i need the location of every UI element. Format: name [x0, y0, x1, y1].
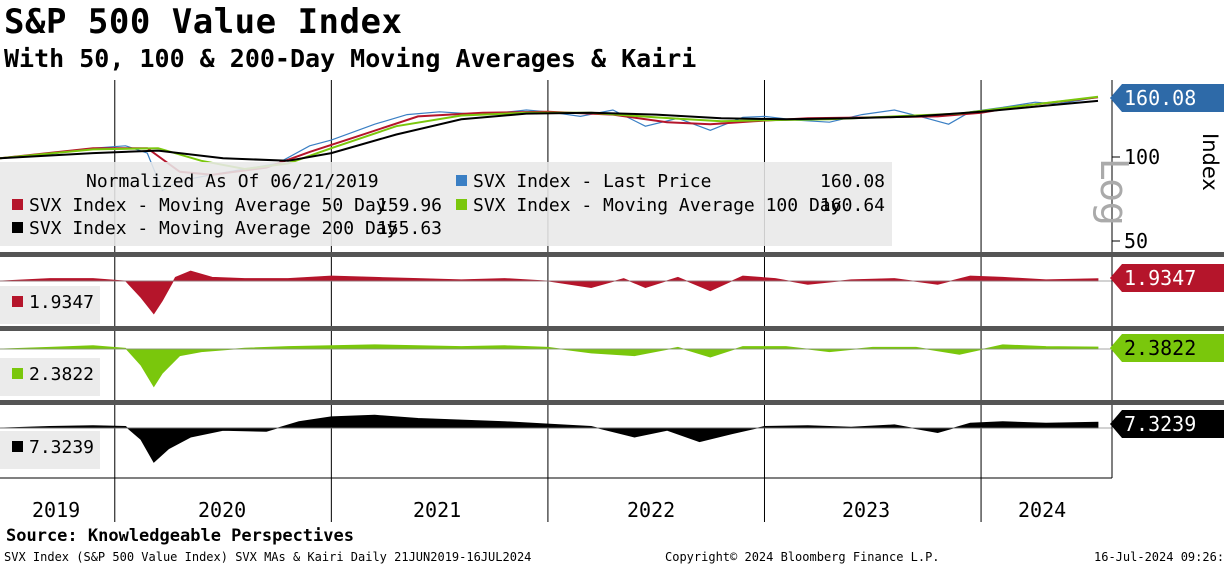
- legend-item-ma100: SVX Index - Moving Average 100 Day: [456, 195, 841, 216]
- kairi-area-k50: [0, 270, 1099, 315]
- kairi100-swatch: [12, 368, 23, 379]
- legend-item-ma200: SVX Index - Moving Average 200 Day: [12, 218, 397, 239]
- panel-separator-2: [0, 326, 1224, 331]
- y-tick-50: 50: [1124, 229, 1149, 253]
- legend-label-ma100: SVX Index - Moving Average 100 Day: [473, 195, 842, 216]
- legend-item-price: SVX Index - Last Price: [456, 171, 711, 192]
- footer-description: SVX Index (S&P 500 Value Index) SVX MAs …: [4, 550, 532, 564]
- legend-box: [0, 162, 892, 246]
- legend-label-ma50: SVX Index - Moving Average 50 Day: [29, 195, 387, 216]
- y-axis-label: Index: [1198, 133, 1222, 191]
- kairi50-legend-value: 1.9347: [29, 292, 95, 313]
- kairi200-swatch: [12, 441, 23, 452]
- year-label-2022: 2022: [627, 498, 676, 522]
- year-label-2020: 2020: [198, 498, 247, 522]
- kairi50-swatch: [12, 296, 23, 307]
- chart-title: S&P 500 Value Index: [4, 2, 403, 42]
- kairi200-legend-value: 7.3239: [29, 437, 95, 458]
- price-value-tag: 160.08: [1110, 84, 1224, 112]
- kairi100-legend: 2.3822: [12, 364, 94, 385]
- kairi200-legend: 7.3239: [12, 437, 94, 458]
- legend-swatch-ma50: [12, 199, 23, 210]
- legend-value-ma100: 160.64: [820, 195, 886, 216]
- footer-copyright: Copyright© 2024 Bloomberg Finance L.P.: [665, 550, 940, 564]
- kairi-area-k100: [0, 344, 1099, 388]
- y-tick-100: 100: [1124, 145, 1161, 169]
- panel-separator-1: [0, 252, 1224, 257]
- log-scale-label: Log: [1092, 158, 1136, 226]
- source-note: Source: Knowledgeable Perspectives: [6, 526, 354, 546]
- normalized-note: Normalized As Of 06/21/2019: [86, 171, 379, 192]
- year-label-2024: 2024: [1018, 498, 1067, 522]
- kairi-panels: [0, 270, 1112, 463]
- gridlines: [114, 80, 982, 522]
- legend-item-ma50: SVX Index - Moving Average 50 Day: [12, 195, 387, 216]
- chart-subtitle: With 50, 100 & 200-Day Moving Averages &…: [4, 44, 697, 73]
- series-line-ma200: [0, 99, 1099, 162]
- panel-separator-3: [0, 400, 1224, 405]
- legend-label-price: SVX Index - Last Price: [473, 171, 712, 192]
- kairi50-value-tag: 1.9347: [1110, 264, 1224, 292]
- year-label-2019: 2019: [32, 498, 81, 522]
- footer-timestamp: 16-Jul-2024 09:26:01: [1094, 550, 1224, 564]
- year-label-2021: 2021: [413, 498, 462, 522]
- legend-value-price: 160.08: [820, 171, 886, 192]
- legend-value-ma50: 159.96: [377, 195, 443, 216]
- kairi100-legend-value: 2.3822: [29, 364, 95, 385]
- legend-swatch-ma100: [456, 199, 467, 210]
- kairi-area-k200: [0, 414, 1099, 463]
- legend-label-ma200: SVX Index - Moving Average 200 Day: [29, 218, 398, 239]
- legend-swatch-ma200: [12, 222, 23, 233]
- kairi50-legend: 1.9347: [12, 292, 94, 313]
- series-line-ma100: [0, 95, 1099, 171]
- kairi100-value-tag: 2.3822: [1110, 334, 1224, 362]
- legend-swatch-price: [456, 175, 467, 186]
- kairi200-value-tag: 7.3239: [1110, 410, 1224, 438]
- year-label-2023: 2023: [842, 498, 891, 522]
- legend-value-ma200: 155.63: [377, 218, 443, 239]
